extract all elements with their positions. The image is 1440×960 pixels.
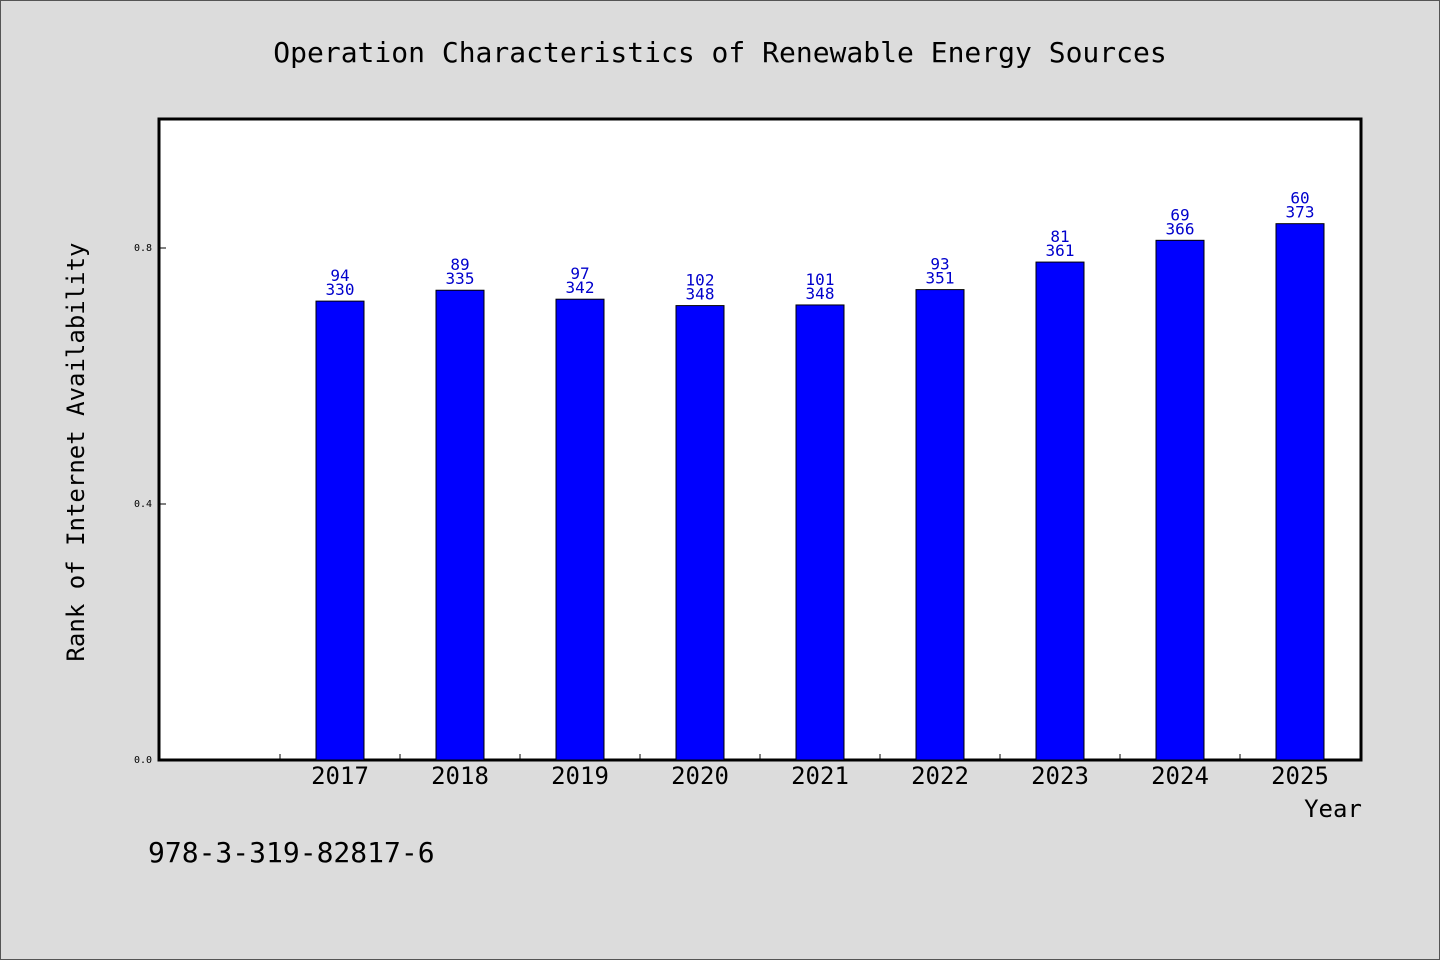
x-tick-label: 2018 [431, 762, 489, 790]
x-tick-label: 2025 [1271, 762, 1329, 790]
chart-title: Operation Characteristics of Renewable E… [273, 36, 1166, 69]
y-tick-label: 0.8 [134, 243, 152, 254]
y-tick-label: 0.0 [134, 755, 152, 766]
y-tick-label: 0.4 [134, 499, 152, 510]
bar-top-label: 94 [330, 266, 349, 285]
bar-top-label: 81 [1050, 227, 1069, 246]
x-tick-label: 2022 [911, 762, 969, 790]
x-tick-label: 2019 [551, 762, 609, 790]
bar-bottom-label: 373 [1286, 203, 1315, 222]
bar-bottom-label: 342 [566, 278, 595, 297]
bar [1275, 223, 1325, 761]
bar-top-label: 93 [930, 255, 949, 274]
x-tick-label: 2024 [1151, 762, 1209, 790]
bar-top-label: 102 [686, 271, 715, 290]
bar-bottom-label: 330 [326, 280, 355, 299]
bar-top-label: 60 [1290, 189, 1309, 208]
bar-bottom-label: 361 [1046, 241, 1075, 260]
bar [1155, 239, 1205, 761]
x-tick-label: 2023 [1031, 762, 1089, 790]
bar-top-label: 97 [570, 264, 589, 283]
x-tick-label: 2017 [311, 762, 369, 790]
bar-bottom-label: 348 [686, 285, 715, 304]
bar [315, 300, 365, 761]
bar [1035, 261, 1085, 761]
y-axis: 0.0 0.4 0.8 [134, 243, 166, 766]
bar-top-label: 101 [806, 270, 835, 289]
bars [315, 223, 1325, 761]
bar [675, 305, 725, 761]
bar [915, 289, 965, 761]
bar-bottom-label: 335 [446, 269, 475, 288]
footer-isbn: 978-3-319-82817-6 [148, 836, 435, 869]
bar-top-label: 69 [1170, 205, 1189, 224]
y-axis-label: Rank of Internet Availability [62, 242, 90, 661]
bar-top-label: 89 [450, 255, 469, 274]
bar-bottom-label: 348 [806, 284, 835, 303]
x-axis: 2017 2018 2019 2020 2021 2022 2023 2024 2025 [279, 754, 1329, 790]
x-tick-label: 2021 [791, 762, 849, 790]
x-tick-label: 2020 [671, 762, 729, 790]
bar [435, 289, 485, 761]
bar-bottom-label: 366 [1166, 219, 1195, 238]
bar [795, 304, 845, 761]
bar [555, 298, 605, 761]
bar-bottom-label: 351 [926, 269, 955, 288]
x-axis-label: Year [1304, 795, 1362, 823]
